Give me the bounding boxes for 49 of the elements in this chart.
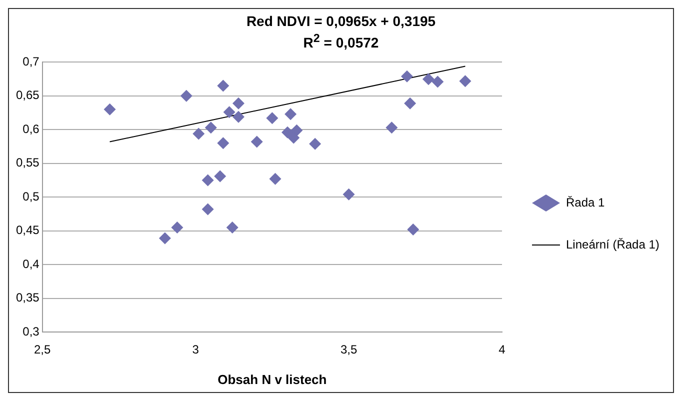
point (204, 121, 217, 134)
y-tick-label: 0,55 (16, 155, 40, 170)
y-tick-label: 0,7 (22, 54, 40, 68)
point (217, 136, 230, 149)
point (180, 90, 192, 102)
x-tick-label: 2,5 (34, 342, 52, 356)
y-tick-label: 0,45 (16, 222, 40, 237)
point (202, 202, 214, 215)
chart-title: Red NDVI = 0,0965x + 0,3195 (245, 13, 437, 30)
point (158, 232, 171, 244)
point (432, 75, 444, 88)
point (459, 74, 472, 87)
point (171, 221, 184, 234)
point (217, 79, 230, 92)
point (288, 131, 300, 144)
y-tick-label: 0,4 (22, 256, 40, 271)
point (202, 174, 214, 186)
point (266, 112, 278, 124)
point (250, 135, 263, 148)
y-tick-label: 0,3 (22, 324, 40, 338)
y-tick-label: 0,6 (22, 122, 40, 136)
point (104, 103, 116, 116)
x-tick-label: 3 (192, 342, 200, 356)
point (386, 121, 398, 134)
point (226, 221, 238, 234)
legend-label: Řada 1 (566, 194, 606, 209)
point (284, 108, 297, 120)
x-tick-label: 4 (498, 342, 506, 356)
y-tick-label: 0,35 (16, 290, 40, 304)
point (269, 172, 282, 185)
y-tick-label: 0,65 (16, 88, 40, 102)
x-tick-label: 3,5 (340, 342, 358, 356)
point (223, 106, 236, 118)
point (401, 70, 414, 82)
point (282, 126, 294, 138)
y-tick-label: 0,5 (22, 189, 40, 204)
point (232, 97, 244, 109)
point (192, 127, 205, 140)
point (422, 72, 434, 85)
point (290, 124, 303, 136)
point (309, 137, 322, 150)
point (404, 97, 416, 109)
point (342, 188, 355, 200)
chart-subtitle: R$^{2}$ = 0,0572 (302, 31, 380, 52)
legend-label: Lineární (Řada 1) (566, 236, 660, 251)
x-axis-title: Obsah N v listech (218, 371, 327, 386)
point (232, 110, 244, 122)
point (214, 170, 226, 182)
point (407, 223, 420, 236)
